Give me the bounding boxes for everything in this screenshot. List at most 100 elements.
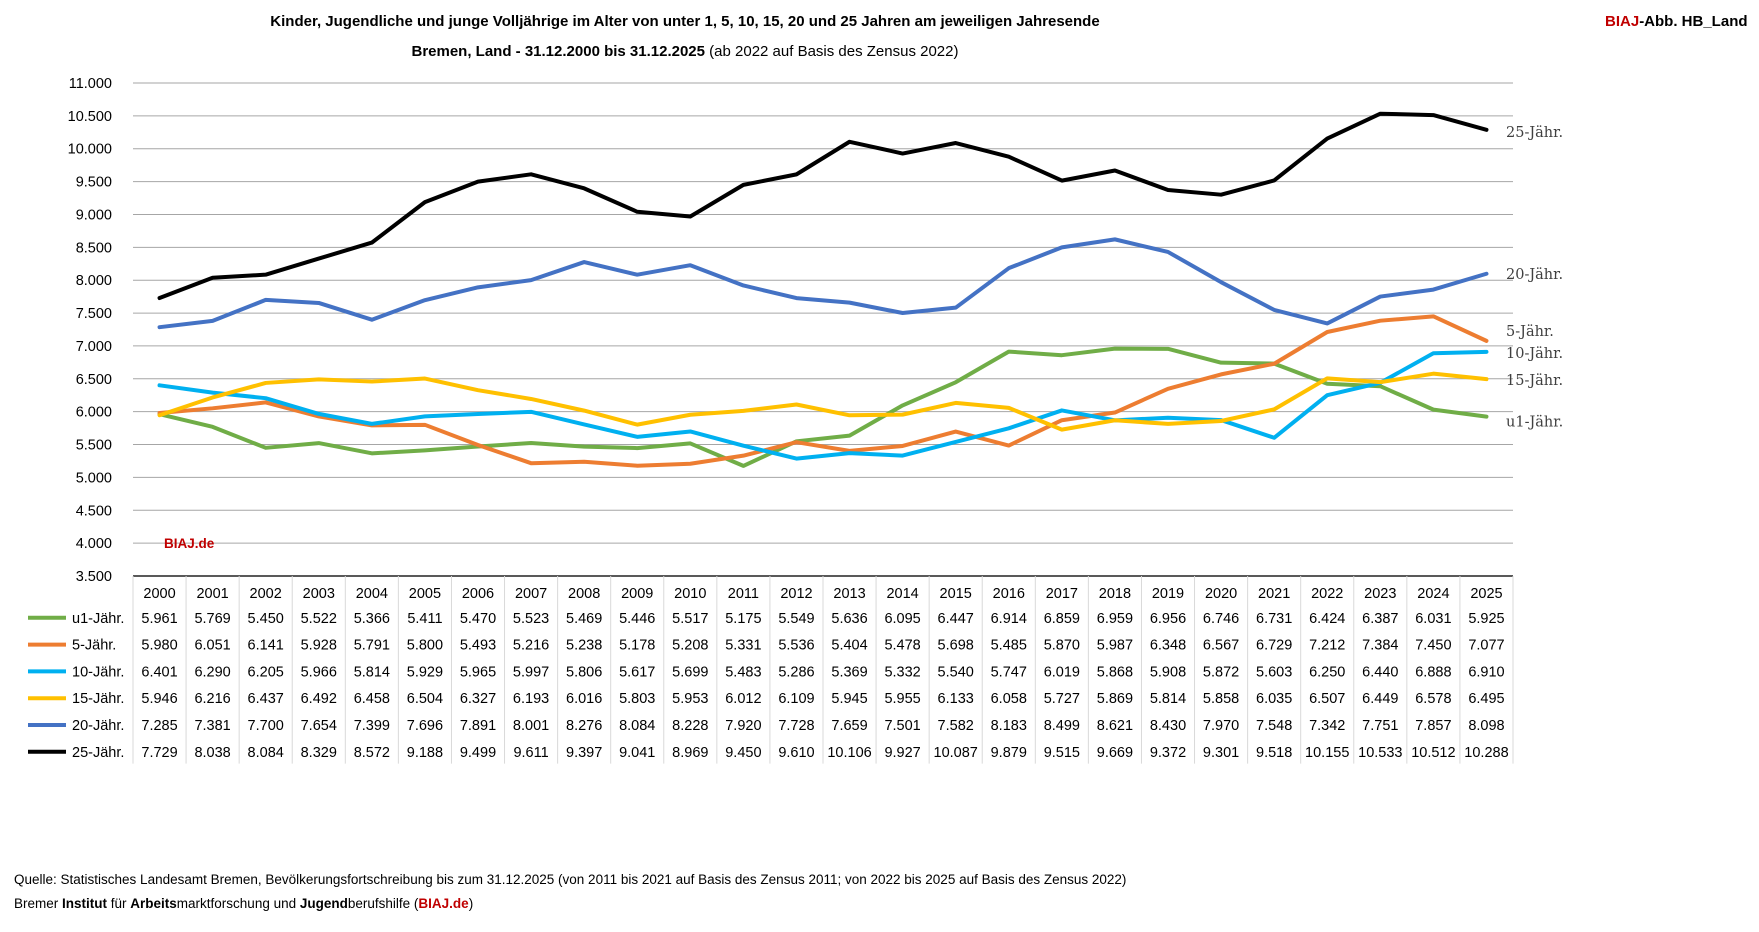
table-cell: 9.450 [725,745,761,761]
table-cell: 5.769 [194,611,230,627]
institute-text-4: Arbeits [130,896,177,911]
series-line-4 [157,237,1489,330]
institute-link[interactable]: BIAJ.de [418,896,469,911]
institute-text-9: ) [468,896,474,911]
table-cell: 6.051 [194,638,230,654]
series-line-5 [157,111,1489,301]
table-cell: 5.603 [1256,664,1292,680]
table-cell: 9.372 [1150,745,1186,761]
source-note: Quelle: Statistisches Landesamt Bremen, … [14,872,1127,887]
table-cell: 5.485 [991,638,1027,654]
table-cell: 5.331 [725,638,761,654]
table-cell: 5.858 [1203,691,1239,707]
table-cell: 5.814 [354,664,390,680]
x-tick-label: 2009 [621,586,653,602]
x-tick-label: 2015 [940,586,972,602]
table-cell: 5.450 [248,611,284,627]
x-tick-label: 2001 [196,586,228,602]
x-tick-label: 2005 [409,586,441,602]
table-cell: 9.669 [1097,745,1133,761]
institute-text-3: für [107,896,131,911]
table-cell: 5.636 [831,611,867,627]
table-cell: 6.449 [1362,691,1398,707]
table-cell: 6.095 [884,611,920,627]
table-cell: 9.041 [619,745,655,761]
legend-label-3: 15-Jähr. [72,691,124,707]
table-cell: 9.188 [407,745,443,761]
y-tick-label: 7.000 [76,339,112,355]
series-end-label-3: 15-Jähr. [1506,373,1563,389]
series-line-0 [157,346,1489,468]
y-tick-label: 6.000 [76,405,112,421]
table-cell: 7.654 [301,718,337,734]
y-tick-label: 8.000 [76,273,112,289]
table-cell: 5.806 [566,664,602,680]
table-cell: 5.925 [1468,611,1504,627]
table-cell: 9.397 [566,745,602,761]
table-cell: 6.401 [141,664,177,680]
table-cell: 5.966 [301,664,337,680]
table-cell: 6.031 [1415,611,1451,627]
y-tick-label: 3.500 [76,569,112,585]
y-tick-label: 4.500 [76,503,112,519]
series-line-3 [157,371,1489,432]
x-tick-label: 2010 [674,586,706,602]
table-cell: 9.301 [1203,745,1239,761]
x-tick-label: 2006 [462,586,494,602]
institute-text-1: Bremer [14,896,63,911]
table-cell: 6.290 [194,664,230,680]
table-cell: 5.411 [407,611,442,627]
table-cell: 5.980 [141,638,177,654]
table-cell: 7.450 [1415,638,1451,654]
table-cell: 5.997 [513,664,549,680]
table-cell: 5.478 [884,638,920,654]
table-cell: 7.548 [1256,718,1292,734]
legend-label-0: u1-Jähr. [72,611,124,627]
series-line-1 [157,314,1489,468]
x-tick-label: 2020 [1205,586,1237,602]
table-cell: 5.791 [354,638,390,654]
figure-tag-rest: -Abb. HB_Land [1639,13,1748,30]
watermark: BIAJ.de [164,536,215,551]
table-cell: 7.212 [1309,638,1345,654]
table-cell: 8.228 [672,718,708,734]
table-cell: 5.536 [778,638,814,654]
table-cell: 5.332 [884,664,920,680]
table-cell: 7.077 [1468,638,1504,654]
table-cell: 5.814 [1150,691,1186,707]
x-tick-label: 2008 [568,586,600,602]
table-cell: 10.155 [1305,745,1349,761]
subtitle-bold: Bremen, Land - 31.12.2000 bis 31.12.2025 [411,43,705,60]
table-cell: 6.058 [991,691,1027,707]
table-cell: 6.387 [1362,611,1398,627]
table-cell: 5.549 [778,611,814,627]
series-end-label-1: 5-Jähr. [1506,324,1554,340]
x-tick-label: 2021 [1258,586,1290,602]
table-cell: 8.329 [301,745,337,761]
figure-tag-brand: BIAJ [1605,13,1640,30]
table-cell: 5.369 [831,664,867,680]
legend-label-1: 5-Jähr. [72,638,116,654]
table-cell: 9.518 [1256,745,1292,761]
institute-note: Bremer Institut für Arbeitsmarktforschun… [14,896,473,911]
table-cell: 6.458 [354,691,390,707]
table-cell: 6.731 [1256,611,1292,627]
series-end-label-2: 10-Jähr. [1506,346,1563,362]
y-tick-label: 10.000 [68,142,112,158]
x-tick-label: 2000 [143,586,175,602]
y-tick-label: 9.000 [76,207,112,223]
y-tick-label: 7.500 [76,306,112,322]
table-cell: 6.495 [1468,691,1504,707]
table-cell: 5.928 [301,638,337,654]
table-cell: 7.751 [1362,718,1398,734]
table-cell: 9.499 [460,745,496,761]
subtitle-rest: (ab 2022 auf Basis des Zensus 2022) [705,43,959,60]
table-cell: 8.969 [672,745,708,761]
table-cell: 6.012 [725,691,761,707]
table-cell: 5.286 [778,664,814,680]
table-cell: 6.956 [1150,611,1186,627]
x-tick-label: 2014 [886,586,918,602]
chart-subtitle: Bremen, Land - 31.12.2000 bis 31.12.2025… [0,43,1370,60]
table-cell: 6.504 [407,691,443,707]
table-cell: 5.175 [725,611,761,627]
